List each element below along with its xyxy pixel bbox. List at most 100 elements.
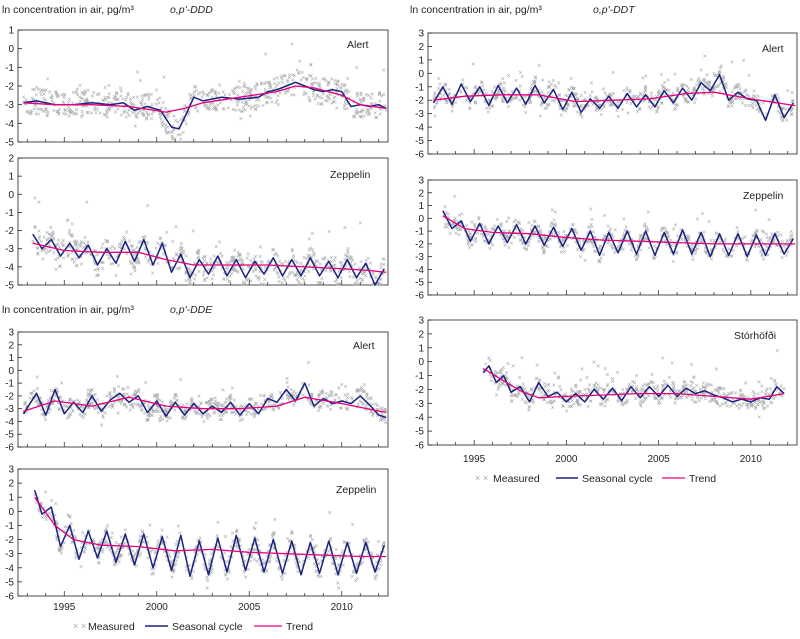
measured-point: × bbox=[699, 68, 703, 75]
measured-point: × bbox=[119, 88, 123, 95]
measured-point: × bbox=[88, 389, 92, 396]
measured-point: × bbox=[377, 90, 381, 97]
measured-point: × bbox=[267, 79, 271, 86]
measured-point: × bbox=[68, 397, 72, 404]
measured-point: × bbox=[290, 247, 294, 254]
measured-point: × bbox=[255, 275, 259, 282]
measured-point: × bbox=[178, 255, 182, 262]
measured-point: × bbox=[174, 253, 178, 260]
measured-point: × bbox=[26, 109, 30, 116]
measured-point: × bbox=[227, 396, 231, 403]
measured-point: × bbox=[217, 91, 221, 98]
measured-point: × bbox=[165, 409, 169, 416]
measured-point: × bbox=[615, 370, 619, 377]
measured-point: × bbox=[150, 413, 154, 420]
measured-point: × bbox=[524, 110, 528, 117]
measured-point: × bbox=[350, 256, 354, 263]
location-label-alert-ddd: Alert bbox=[347, 39, 369, 51]
measured-point: × bbox=[258, 254, 262, 261]
measured-point: × bbox=[210, 88, 214, 95]
measured-point: × bbox=[54, 501, 58, 508]
measured-point: × bbox=[30, 96, 34, 103]
location-label-alert-dde: Alert bbox=[353, 340, 375, 352]
measured-point: × bbox=[302, 268, 306, 275]
measured-point: × bbox=[243, 102, 247, 109]
measured-point: × bbox=[79, 102, 83, 109]
measured-point: × bbox=[293, 399, 297, 406]
measured-point: × bbox=[189, 96, 193, 103]
measured-point: × bbox=[383, 104, 387, 111]
measured-point: × bbox=[95, 107, 99, 114]
measured-point: × bbox=[210, 397, 214, 404]
measured-point: × bbox=[363, 273, 367, 280]
measured-point: × bbox=[230, 403, 234, 410]
measured-point: × bbox=[143, 102, 147, 109]
measured-point: × bbox=[151, 108, 155, 115]
measured-point: × bbox=[372, 282, 376, 289]
measured-point: × bbox=[126, 111, 130, 118]
measured-point: × bbox=[134, 260, 138, 267]
measured-point: × bbox=[227, 261, 231, 268]
measured-point: × bbox=[203, 278, 207, 285]
measured-point: × bbox=[209, 89, 213, 96]
measured-point: × bbox=[57, 93, 61, 100]
measured-point: × bbox=[351, 522, 355, 529]
measured-point: × bbox=[703, 54, 707, 61]
measured-point: × bbox=[98, 259, 102, 266]
x-tick-label: 2005 bbox=[648, 454, 671, 465]
measured-point: × bbox=[35, 398, 39, 405]
measured-point: × bbox=[572, 103, 576, 110]
measured-point: × bbox=[164, 128, 168, 135]
measured-point: × bbox=[146, 417, 150, 424]
measured-point: × bbox=[59, 395, 63, 402]
measured-point: × bbox=[298, 391, 302, 398]
measured-point: × bbox=[205, 93, 209, 100]
svg-text:×: × bbox=[483, 473, 488, 483]
measured-point: × bbox=[344, 384, 348, 391]
measured-point: × bbox=[230, 386, 234, 393]
measured-point: × bbox=[268, 405, 272, 412]
measured-point: × bbox=[352, 114, 356, 121]
measured-point: × bbox=[205, 575, 209, 582]
measured-point: × bbox=[292, 73, 296, 80]
measured-point: × bbox=[103, 95, 107, 102]
measured-point: × bbox=[356, 402, 360, 409]
measured-point: × bbox=[365, 392, 369, 399]
measured-point: × bbox=[250, 406, 254, 413]
measured-point: × bbox=[70, 257, 74, 264]
measured-point: × bbox=[330, 77, 334, 84]
measured-point: × bbox=[154, 393, 158, 400]
measured-point: × bbox=[334, 401, 338, 408]
measured-point: × bbox=[46, 410, 50, 417]
measured-point: × bbox=[248, 114, 252, 121]
measured-point: × bbox=[173, 392, 177, 399]
measured-point: × bbox=[129, 106, 133, 113]
measured-point: × bbox=[242, 84, 246, 91]
measured-point: × bbox=[94, 110, 98, 117]
measured-point: × bbox=[147, 400, 151, 407]
measured-point: × bbox=[374, 115, 378, 122]
measured-point: × bbox=[139, 101, 143, 108]
measured-point: × bbox=[40, 515, 44, 522]
measured-point: × bbox=[178, 265, 182, 272]
measured-point: × bbox=[579, 378, 583, 385]
measured-point: × bbox=[117, 394, 121, 401]
measured-point: × bbox=[320, 391, 324, 398]
measured-point: × bbox=[135, 255, 139, 262]
measured-point: × bbox=[31, 97, 35, 104]
measured-point: × bbox=[308, 98, 312, 105]
measured-point: × bbox=[474, 100, 478, 107]
measured-point: × bbox=[346, 101, 350, 108]
measured-point: × bbox=[101, 98, 105, 105]
measured-point: × bbox=[314, 81, 318, 88]
measured-point: × bbox=[254, 103, 258, 110]
measured-point: × bbox=[241, 266, 245, 273]
measured-point: × bbox=[156, 409, 160, 416]
measured-point: × bbox=[220, 253, 224, 260]
measured-point: × bbox=[438, 82, 442, 89]
measured-point: × bbox=[234, 412, 238, 419]
measured-point: × bbox=[112, 390, 116, 397]
measured-point: × bbox=[223, 534, 227, 541]
measured-point: × bbox=[149, 92, 153, 99]
